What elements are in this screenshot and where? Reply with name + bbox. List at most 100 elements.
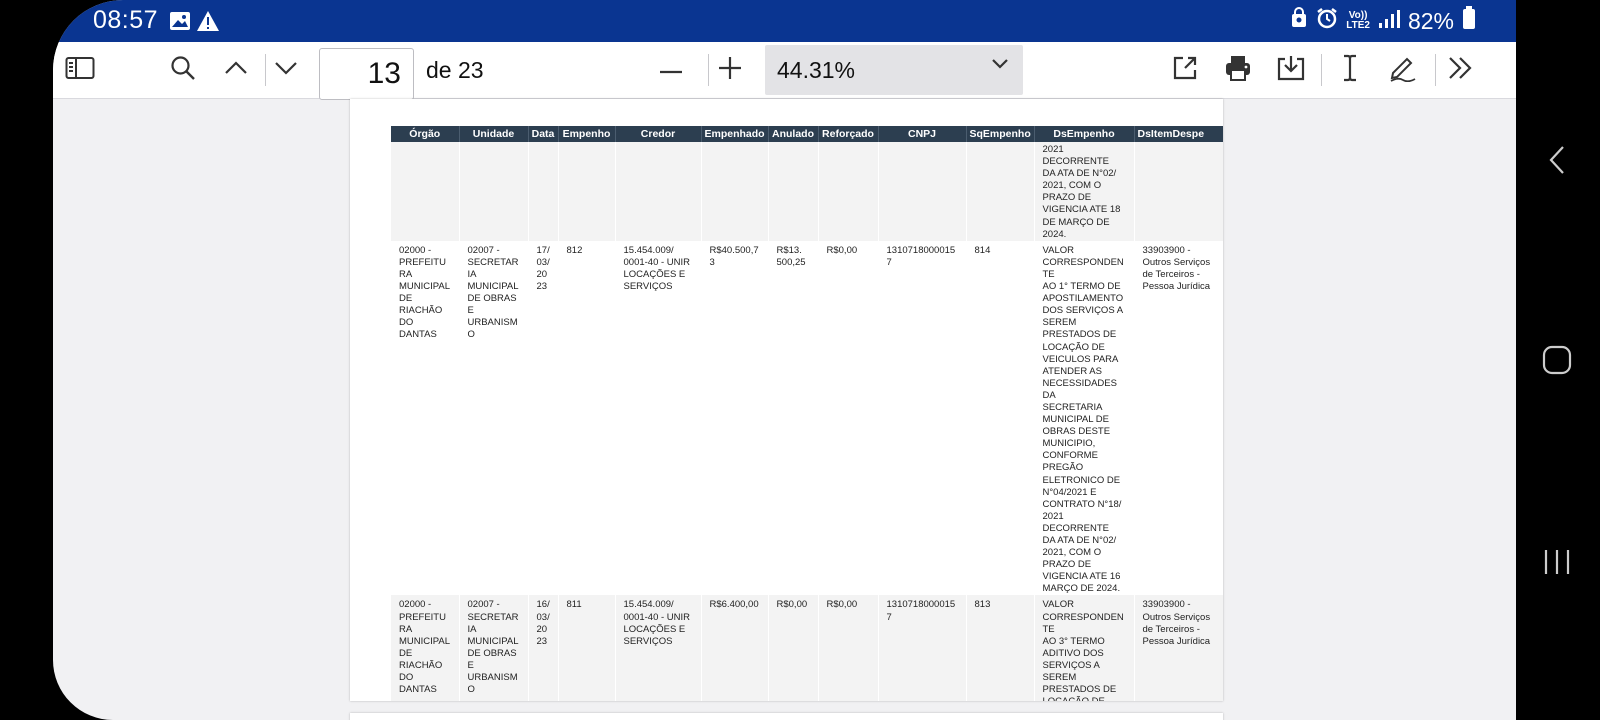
download-button[interactable]	[1271, 50, 1311, 90]
table-cell: 16/ 03/ 2023	[528, 595, 559, 701]
home-button[interactable]	[1535, 340, 1579, 384]
sidebar-toggle-button[interactable]	[60, 50, 100, 90]
annotate-icon	[1388, 54, 1418, 87]
zoom-select[interactable]: 44.31%	[765, 45, 1023, 95]
recents-icon	[1543, 548, 1571, 581]
pdf-viewer[interactable]: Órgão Unidade Data Empenho Credor Empenh…	[53, 99, 1516, 720]
search-button[interactable]	[163, 50, 203, 90]
battery-percent: 82%	[1407, 7, 1454, 34]
table-cell: VALOR CORRESPONDENTE AO 3° TERMO ADITIVO…	[1034, 595, 1135, 701]
table-cell	[391, 142, 460, 241]
column-header: Reforçado	[818, 126, 879, 142]
download-icon	[1276, 54, 1306, 87]
table-cell: R$0,00	[818, 595, 879, 701]
toolbar-divider	[708, 54, 709, 86]
table-cell	[768, 142, 819, 241]
table-cell: 02007 - SECRETARIA MUNICIPAL DE OBRAS E …	[459, 595, 529, 701]
table-cell	[818, 142, 879, 241]
pdf-page: Órgão Unidade Data Empenho Credor Empenh…	[350, 99, 1223, 701]
table-cell: 02000 - PREFEITURA MUNICIPAL DE RIACHÃO …	[391, 595, 460, 701]
status-time: 08:57	[93, 6, 159, 34]
toolbar-divider	[1321, 54, 1322, 86]
column-header: CNPJ	[878, 126, 967, 142]
back-button[interactable]	[1535, 140, 1579, 184]
print-button[interactable]	[1218, 50, 1258, 90]
alarm-icon	[1316, 7, 1338, 35]
table-cell: 33903900 - Outros Serviços de Terceiros …	[1134, 595, 1223, 701]
table-row: 02000 - PREFEITURA MUNICIPAL DE RIACHÃO …	[391, 595, 1223, 701]
table-cell	[459, 142, 529, 241]
next-pdf-page	[350, 713, 1223, 720]
sidebar-icon	[65, 56, 95, 85]
table-cell: 13107180000157	[878, 240, 967, 596]
table-cell	[528, 142, 559, 241]
plus-icon	[718, 56, 742, 85]
zoom-dropdown-icon	[991, 57, 1009, 75]
table-cell: 02007 - SECRETARIA MUNICIPAL DE OBRAS E …	[459, 240, 529, 596]
back-icon	[1548, 145, 1566, 180]
table-cell: R$13. 500,25	[768, 240, 819, 596]
lte-label: LTE2	[1346, 20, 1370, 31]
table-cell: R$40.500,73	[701, 240, 769, 596]
vault-icon	[1290, 7, 1308, 35]
table-cell: VALOR CORRESPONDENTE AO 1° TERMO DE APOS…	[1034, 240, 1135, 596]
gallery-icon	[169, 10, 191, 32]
table-cell: 811	[558, 595, 616, 701]
pdf-toolbar: 13 de 23 44.31%	[53, 42, 1516, 100]
table-cell	[701, 142, 769, 241]
share-icon	[1171, 54, 1199, 87]
column-header: DsEmpenho	[1034, 126, 1135, 142]
minus-icon	[659, 61, 683, 79]
battery-icon	[1462, 6, 1476, 36]
zoom-out-button[interactable]	[651, 50, 691, 90]
table-cell: 17/ 03/ 2023	[528, 240, 559, 596]
zoom-in-button[interactable]	[710, 50, 750, 90]
table-cell	[615, 142, 702, 241]
table-cell: 813	[966, 595, 1035, 701]
text-select-button[interactable]	[1330, 50, 1370, 90]
page-number-input[interactable]: 13	[319, 48, 414, 100]
table-cell: 2021 DECORRENTE DA ATA DE N°02/ 2021, CO…	[1034, 142, 1135, 241]
table-cell: 814	[966, 240, 1035, 596]
network-type: Vo)) LTE2	[1346, 11, 1370, 31]
table-cell	[558, 142, 616, 241]
column-header: Data	[528, 126, 559, 142]
column-header: Empenhado	[701, 126, 769, 142]
share-button[interactable]	[1165, 50, 1205, 90]
table-row: 02000 - PREFEITURA MUNICIPAL DE RIACHÃO …	[391, 240, 1223, 596]
previous-page-button[interactable]	[216, 50, 256, 90]
status-bar: 08:57 Vo)) LTE2 82%	[53, 0, 1516, 42]
column-header: SqEmpenho	[966, 126, 1035, 142]
table-cell: 812	[558, 240, 616, 596]
toolbar-divider	[1435, 54, 1436, 86]
table-cell	[966, 142, 1035, 241]
more-tools-button[interactable]	[1440, 50, 1480, 90]
chevron-down-icon	[274, 61, 298, 80]
text-select-icon	[1340, 54, 1360, 87]
annotate-button[interactable]	[1383, 50, 1423, 90]
next-page-button[interactable]	[266, 50, 306, 90]
table-cell	[878, 142, 967, 241]
toolbar-divider	[265, 54, 266, 86]
signal-icon	[1378, 8, 1400, 35]
column-header: Órgão	[391, 126, 460, 142]
search-icon	[170, 55, 196, 86]
column-header: Anulado	[768, 126, 819, 142]
column-header: Unidade	[459, 126, 529, 142]
recents-button[interactable]	[1535, 542, 1579, 586]
table-header-row: Órgão Unidade Data Empenho Credor Empenh…	[391, 126, 1223, 142]
empenhos-table: Órgão Unidade Data Empenho Credor Empenh…	[391, 126, 1223, 701]
print-icon	[1224, 54, 1252, 87]
table-cell: R$0,00	[768, 595, 819, 701]
table-cell: 02000 - PREFEITURA MUNICIPAL DE RIACHÃO …	[391, 240, 460, 596]
table-cell: R$6.400,00	[701, 595, 769, 701]
column-header: Empenho	[558, 126, 616, 142]
table-cell: R$0,00	[818, 240, 879, 596]
chevron-up-icon	[224, 60, 248, 80]
table-row: 2021 DECORRENTE DA ATA DE N°02/ 2021, CO…	[391, 142, 1223, 241]
table-cell	[1134, 142, 1223, 241]
page-total-label: de 23	[426, 57, 484, 83]
table-cell: 13107180000157	[878, 595, 967, 701]
zoom-value: 44.31%	[777, 57, 856, 83]
volte-label: Vo))	[1348, 10, 1368, 21]
